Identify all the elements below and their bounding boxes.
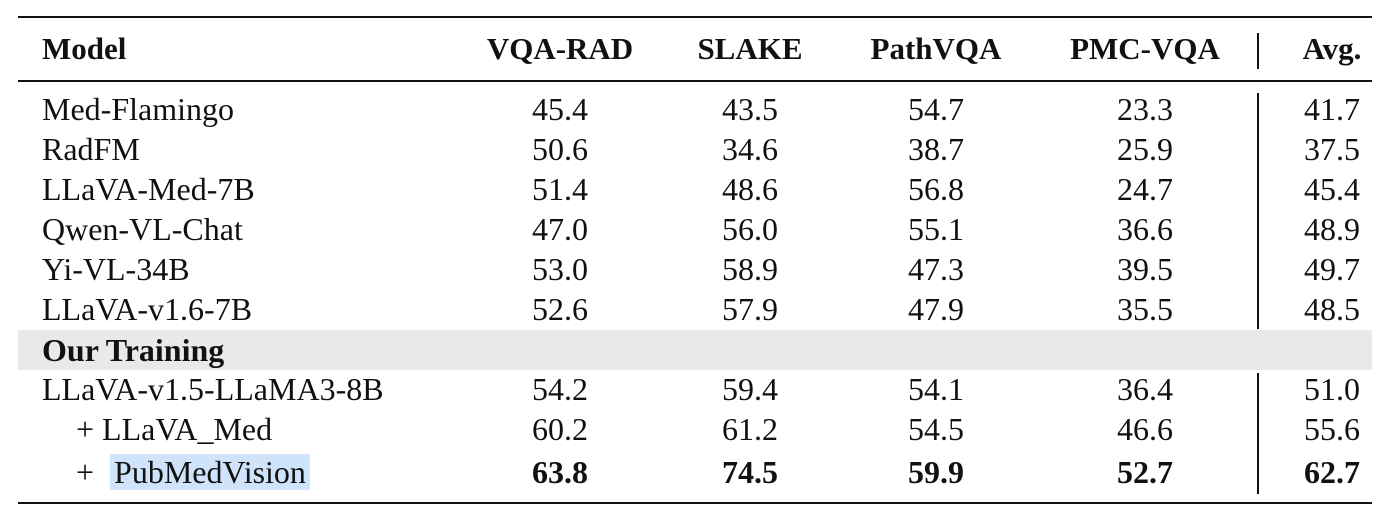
bottom-rule (18, 502, 1372, 504)
cell-slake: 74.5 (722, 454, 778, 490)
cell-slake: 56.0 (722, 211, 778, 247)
cell-pathvqa: 38.7 (908, 131, 964, 167)
cell-vqa-rad: 63.8 (532, 454, 588, 490)
table-row: LLaVA-v1.5-LLaMA3-8B 54.2 59.4 54.1 36.4… (18, 369, 1372, 409)
header-vqa-rad: VQA-RAD (486, 31, 634, 66)
row-model: RadFM (42, 131, 140, 167)
cell-avg: 45.4 (1304, 171, 1360, 207)
cell-pmc-vqa: 46.6 (1117, 411, 1173, 447)
row-model: Med-Flamingo (42, 91, 234, 127)
cell-pathvqa: 47.3 (908, 251, 964, 287)
cell-slake: 59.4 (722, 371, 778, 407)
cell-vqa-rad: 50.6 (532, 131, 588, 167)
row-model: Yi-VL-34B (42, 251, 190, 287)
cell-avg: 55.6 (1304, 411, 1360, 447)
row-prefix: + (76, 411, 95, 447)
cell-slake: 48.6 (722, 171, 778, 207)
cell-pmc-vqa: 25.9 (1117, 131, 1173, 167)
row-model: LLaVA-v1.6-7B (42, 291, 253, 327)
table-row: Yi-VL-34B 53.0 58.9 47.3 39.5 49.7 (18, 249, 1372, 289)
cell-pathvqa: 56.8 (908, 171, 964, 207)
cell-vqa-rad: 51.4 (532, 171, 588, 207)
cell-pathvqa: 55.1 (908, 211, 964, 247)
cell-slake: 61.2 (722, 411, 778, 447)
cell-pmc-vqa: 52.7 (1117, 454, 1173, 490)
cell-pmc-vqa: 36.4 (1117, 371, 1173, 407)
avg-separator-header (1257, 33, 1259, 69)
cell-pathvqa: 47.9 (908, 291, 964, 327)
section-band (18, 330, 1372, 370)
cell-pmc-vqa: 39.5 (1117, 251, 1173, 287)
cell-slake: 43.5 (722, 91, 778, 127)
avg-separator-training (1257, 373, 1259, 494)
row-model: LLaVA-v1.5-LLaMA3-8B (42, 371, 384, 407)
row-model: + LLaVA_Med (76, 409, 272, 449)
cell-avg: 48.5 (1304, 291, 1360, 327)
cell-avg: 51.0 (1304, 371, 1360, 407)
avg-separator-baselines (1257, 93, 1259, 329)
cell-pmc-vqa: 23.3 (1117, 91, 1173, 127)
cell-slake: 58.9 (722, 251, 778, 287)
table-row: Med-Flamingo 45.4 43.5 54.7 23.3 41.7 (18, 89, 1372, 129)
cell-vqa-rad: 54.2 (532, 371, 588, 407)
cell-pathvqa: 54.5 (908, 411, 964, 447)
results-table: Model VQA-RAD SLAKE PathVQA PMC-VQA Avg.… (18, 16, 1372, 508)
cell-pathvqa: 59.9 (908, 454, 964, 490)
header-avg: Avg. (1302, 31, 1362, 66)
cell-pathvqa: 54.1 (908, 371, 964, 407)
top-rule (18, 16, 1372, 18)
cell-pmc-vqa: 24.7 (1117, 171, 1173, 207)
cell-avg: 62.7 (1304, 454, 1360, 490)
table-row: LLaVA-v1.6-7B 52.6 57.9 47.9 35.5 48.5 (18, 289, 1372, 329)
header-slake: SLAKE (697, 31, 803, 66)
cell-avg: 48.9 (1304, 211, 1360, 247)
row-model: + PubMedVision (76, 452, 310, 492)
row-prefix: + (76, 454, 95, 490)
cell-slake: 57.9 (722, 291, 778, 327)
row-model: LLaVA-Med-7B (42, 171, 255, 207)
cell-pmc-vqa: 35.5 (1117, 291, 1173, 327)
cell-vqa-rad: 45.4 (532, 91, 588, 127)
header-row: Model VQA-RAD SLAKE PathVQA PMC-VQA Avg. (18, 29, 1372, 69)
cell-avg: 49.7 (1304, 251, 1360, 287)
row-model: Qwen-VL-Chat (42, 211, 243, 247)
table-row: + PubMedVision 63.8 74.5 59.9 52.7 62.7 (18, 452, 1372, 492)
table-row: Qwen-VL-Chat 47.0 56.0 55.1 36.6 48.9 (18, 209, 1372, 249)
row-model-name: LLaVA_Med (102, 411, 273, 447)
table-row: + LLaVA_Med 60.2 61.2 54.5 46.6 55.6 (18, 409, 1372, 449)
table-row: LLaVA-Med-7B 51.4 48.6 56.8 24.7 45.4 (18, 169, 1372, 209)
cell-vqa-rad: 52.6 (532, 291, 588, 327)
header-model: Model (42, 31, 127, 66)
cell-avg: 41.7 (1304, 91, 1360, 127)
table-row: RadFM 50.6 34.6 38.7 25.9 37.5 (18, 129, 1372, 169)
highlighted-model-name: PubMedVision (110, 454, 310, 490)
cell-avg: 37.5 (1304, 131, 1360, 167)
cell-vqa-rad: 47.0 (532, 211, 588, 247)
header-rule (18, 80, 1372, 82)
cell-vqa-rad: 60.2 (532, 411, 588, 447)
cell-pathvqa: 54.7 (908, 91, 964, 127)
cell-slake: 34.6 (722, 131, 778, 167)
cell-vqa-rad: 53.0 (532, 251, 588, 287)
section-label: Our Training (42, 332, 225, 368)
header-pathvqa: PathVQA (870, 31, 1002, 66)
header-pmc-vqa: PMC-VQA (1070, 31, 1220, 66)
cell-pmc-vqa: 36.6 (1117, 211, 1173, 247)
